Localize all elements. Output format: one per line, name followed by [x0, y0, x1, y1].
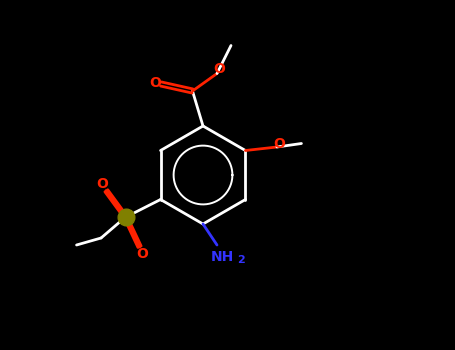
Text: O: O: [213, 62, 225, 76]
Text: O: O: [273, 136, 285, 150]
Text: O: O: [96, 177, 108, 191]
Text: NH: NH: [211, 250, 234, 264]
Text: O: O: [149, 76, 161, 90]
Text: S: S: [121, 210, 130, 224]
Text: O: O: [136, 247, 148, 261]
Text: 2: 2: [237, 255, 245, 265]
